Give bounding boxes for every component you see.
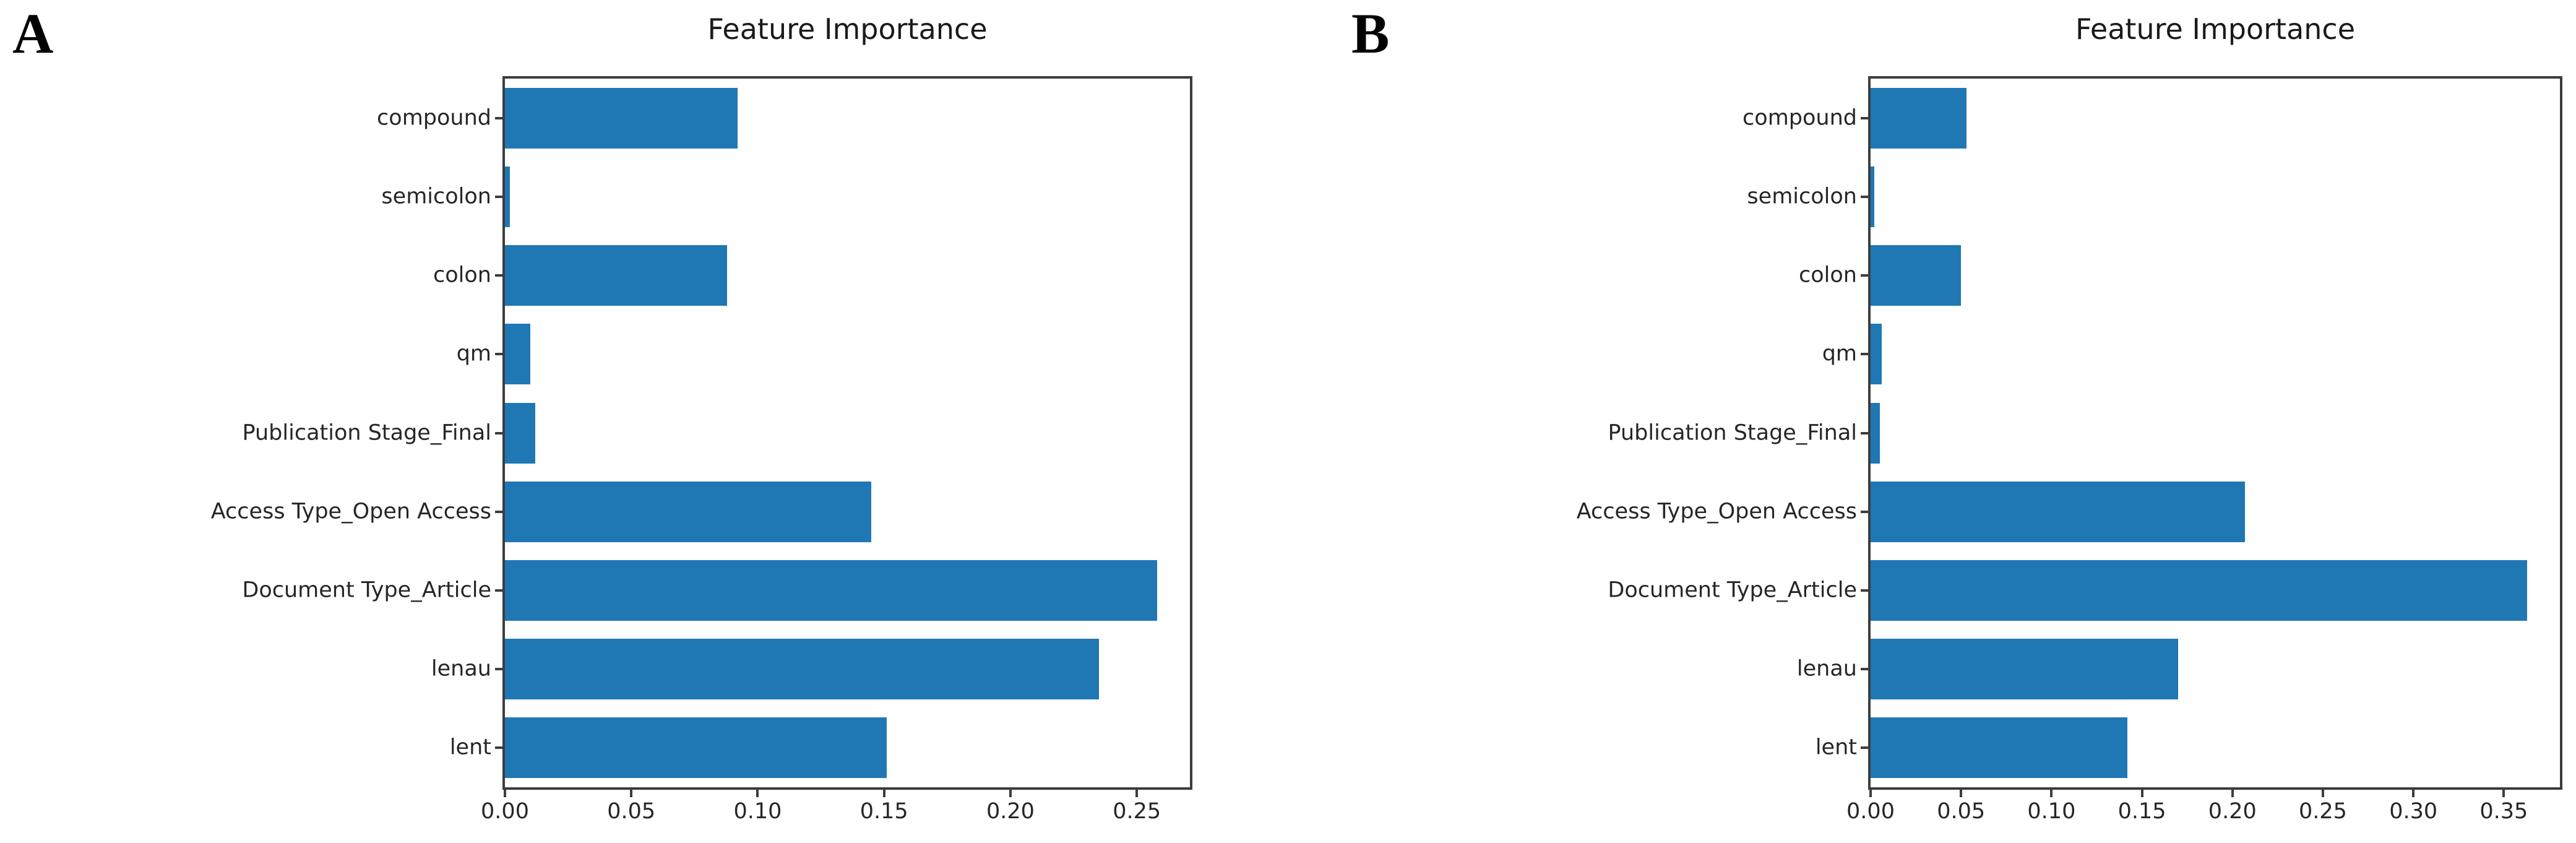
x-tick-label: 0.05 bbox=[607, 799, 656, 824]
x-tick-label: 0.20 bbox=[986, 799, 1035, 824]
x-tick-label: 0.30 bbox=[2389, 799, 2438, 824]
x-tick-label: 0.10 bbox=[2027, 799, 2076, 824]
panel-label-a: A bbox=[12, 2, 54, 65]
y-tick-mark bbox=[1861, 431, 1868, 434]
y-tick-label-lent: lent bbox=[449, 735, 491, 760]
x-tick-mark bbox=[504, 790, 506, 797]
x-tick-mark bbox=[882, 790, 885, 797]
y-tick-label-lenau: lenau bbox=[1796, 656, 1857, 681]
bar-publication-stage-final bbox=[1871, 402, 1880, 464]
panel-label-b: B bbox=[1351, 2, 1390, 65]
y-tick-mark bbox=[495, 353, 502, 356]
y-tick-label-compound: compound bbox=[1742, 105, 1857, 131]
x-tick-mark bbox=[1869, 790, 1872, 797]
y-tick-mark bbox=[1861, 353, 1868, 356]
bar-semicolon bbox=[1871, 166, 1874, 227]
y-tick-mark bbox=[495, 274, 502, 277]
bar-compound bbox=[1871, 87, 1966, 149]
bar-semicolon bbox=[505, 166, 510, 227]
y-tick-label-document-type-article: Document Type_Article bbox=[242, 577, 491, 603]
bar-colon bbox=[505, 245, 728, 306]
y-tick-label-access-type-open-access: Access Type_Open Access bbox=[210, 499, 491, 524]
y-tick-mark bbox=[1861, 195, 1868, 198]
y-tick-mark bbox=[1861, 746, 1868, 750]
x-tick-mark bbox=[1960, 790, 1963, 797]
bar-lenau bbox=[505, 639, 1099, 700]
x-tick-label: 0.20 bbox=[2208, 799, 2257, 824]
y-tick-mark bbox=[495, 116, 502, 119]
y-tick-label-compound: compound bbox=[377, 105, 491, 131]
bar-publication-stage-final bbox=[505, 402, 536, 464]
x-tick-label: 0.00 bbox=[1846, 799, 1895, 824]
y-tick-mark bbox=[495, 589, 502, 592]
x-tick-label: 0.05 bbox=[1937, 799, 1986, 824]
y-tick-label-qm: qm bbox=[456, 341, 491, 366]
x-tick-mark bbox=[1009, 790, 1012, 797]
x-tick-mark bbox=[2140, 790, 2143, 797]
y-tick-mark bbox=[495, 746, 502, 750]
x-tick-label: 0.15 bbox=[859, 799, 908, 824]
y-tick-label-document-type-article: Document Type_Article bbox=[1608, 577, 1857, 603]
y-tick-label-colon: colon bbox=[1799, 262, 1857, 288]
y-tick-label-colon: colon bbox=[433, 262, 491, 288]
x-tick-mark bbox=[2502, 790, 2505, 797]
y-tick-label-semicolon: semicolon bbox=[381, 184, 491, 209]
y-tick-label-access-type-open-access: Access Type_Open Access bbox=[1576, 499, 1857, 524]
y-tick-label-publication-stage-final: Publication Stage_Final bbox=[242, 420, 492, 445]
y-tick-mark bbox=[495, 510, 502, 513]
x-tick-label: 0.35 bbox=[2479, 799, 2528, 824]
y-tick-label-publication-stage-final: Publication Stage_Final bbox=[1608, 420, 1858, 445]
x-tick-mark bbox=[756, 790, 759, 797]
chart-title-b: Feature Importance bbox=[2075, 12, 2356, 46]
x-tick-label: 0.25 bbox=[1113, 799, 1161, 824]
x-tick-label: 0.00 bbox=[481, 799, 529, 824]
bar-lent bbox=[505, 717, 887, 779]
bar-qm bbox=[505, 324, 530, 385]
bar-colon bbox=[1871, 245, 1962, 306]
bar-qm bbox=[1871, 324, 1882, 385]
y-tick-mark bbox=[1861, 274, 1868, 277]
x-tick-mark bbox=[630, 790, 633, 797]
x-tick-mark bbox=[2050, 790, 2053, 797]
y-tick-label-qm: qm bbox=[1822, 341, 1857, 366]
chart-title-a: Feature Importance bbox=[707, 12, 988, 46]
bar-access-type-open-access bbox=[1871, 481, 2246, 542]
x-tick-mark bbox=[2321, 790, 2324, 797]
y-tick-mark bbox=[1861, 668, 1868, 671]
y-tick-mark bbox=[495, 668, 502, 671]
bar-document-type-article bbox=[1871, 560, 2528, 621]
y-tick-label-semicolon: semicolon bbox=[1747, 184, 1857, 209]
y-tick-mark bbox=[1861, 510, 1868, 513]
bar-document-type-article bbox=[505, 560, 1157, 621]
bar-compound bbox=[505, 87, 738, 149]
y-tick-mark bbox=[1861, 589, 1868, 592]
bar-access-type-open-access bbox=[505, 481, 872, 542]
x-tick-label: 0.15 bbox=[2117, 799, 2166, 824]
x-tick-label: 0.10 bbox=[733, 799, 782, 824]
y-tick-label-lent: lent bbox=[1815, 735, 1857, 760]
bar-lenau bbox=[1871, 639, 2179, 700]
x-tick-mark bbox=[1135, 790, 1139, 797]
x-tick-label: 0.25 bbox=[2299, 799, 2347, 824]
bar-lent bbox=[1871, 717, 2128, 779]
y-tick-label-lenau: lenau bbox=[431, 656, 491, 681]
x-tick-mark bbox=[2412, 790, 2415, 797]
y-tick-mark bbox=[1861, 116, 1868, 119]
y-tick-mark bbox=[495, 431, 502, 434]
y-tick-mark bbox=[495, 195, 502, 198]
x-tick-mark bbox=[2231, 790, 2234, 797]
